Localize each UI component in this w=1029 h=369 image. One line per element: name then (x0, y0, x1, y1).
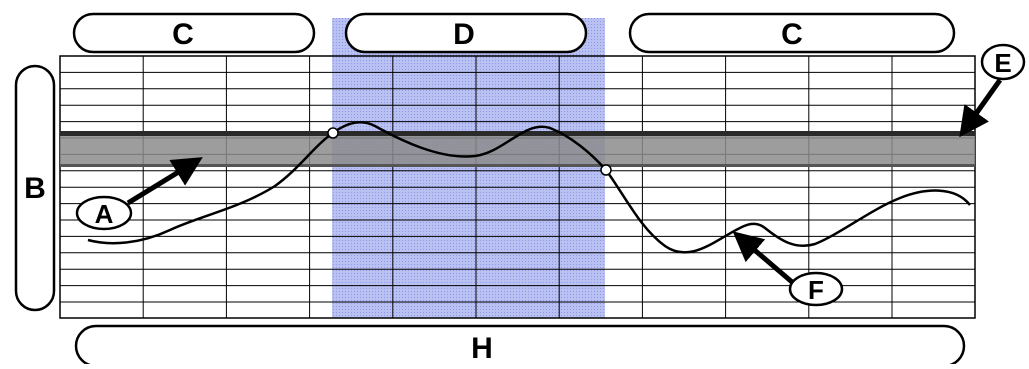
callout-e-label: E (994, 48, 1011, 78)
top-right-label: C (781, 18, 803, 51)
callout-f-label: F (808, 275, 824, 305)
callout-f: F (732, 231, 844, 307)
signal-curve (87, 121, 971, 254)
highlight-region-d (332, 18, 605, 318)
top-right-pill: C (628, 12, 956, 54)
intersection-point (327, 127, 339, 139)
top-left-pill: C (72, 12, 316, 54)
callout-e: E (959, 43, 1026, 138)
top-middle-pill: D (344, 12, 588, 54)
left-label: B (24, 172, 46, 205)
bottom-label: H (471, 332, 493, 364)
left-pill: B (14, 64, 56, 312)
grid (59, 55, 976, 319)
callout-a-label: A (95, 199, 114, 229)
callout-a: A (75, 157, 203, 231)
top-middle-label: D (453, 18, 475, 51)
bottom-pill: H (74, 324, 966, 368)
reference-band (60, 131, 975, 167)
top-left-label: C (172, 18, 194, 51)
intersection-point (600, 164, 612, 176)
